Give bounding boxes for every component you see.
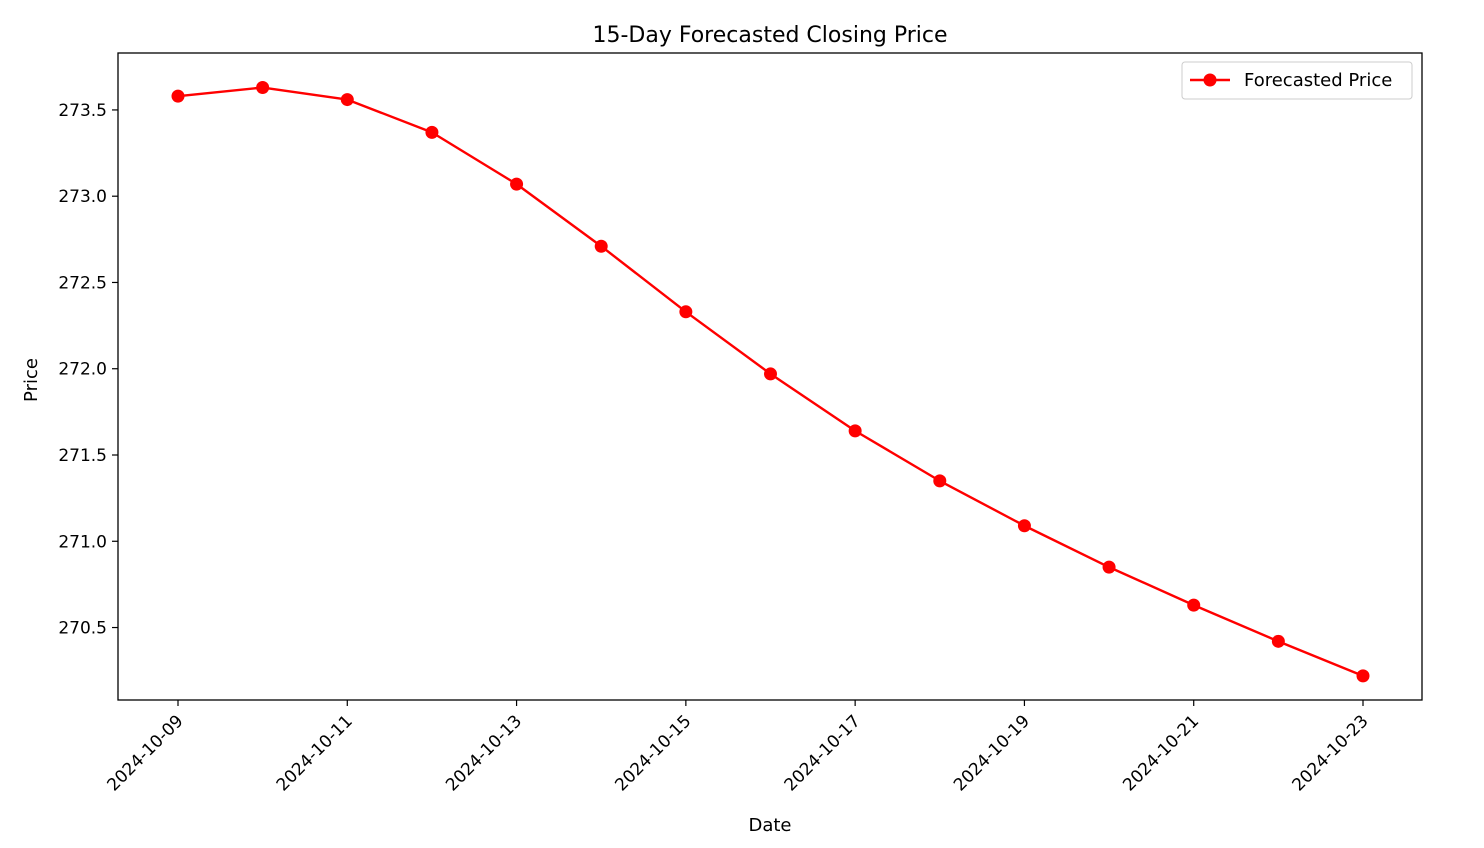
- legend-box: [1181, 61, 1413, 100]
- x-tick-label: 2024-10-09: [104, 711, 188, 795]
- y-tick-label: 272.0: [58, 360, 107, 380]
- data-point: [171, 89, 185, 103]
- y-axis-label: Price: [21, 358, 42, 402]
- x-tick-label: 2024-10-11: [273, 711, 357, 795]
- x-tick-label: 2024-10-17: [781, 711, 865, 795]
- data-point: [256, 81, 270, 95]
- y-tick-label: 270.5: [58, 619, 107, 639]
- data-point: [1356, 669, 1370, 683]
- data-point: [933, 474, 947, 488]
- x-tick-label: 2024-10-19: [950, 711, 1034, 795]
- x-tick-label: 2024-10-23: [1289, 711, 1373, 795]
- y-tick-label: 273.5: [58, 101, 107, 121]
- data-point: [1271, 634, 1285, 648]
- y-tick-label: 271.5: [58, 446, 107, 466]
- x-tick-label: 2024-10-21: [1119, 711, 1203, 795]
- series-line: [177, 86, 1364, 677]
- data-point: [1102, 560, 1116, 574]
- x-tick-label: 2024-10-15: [611, 711, 695, 795]
- legend-marker-swatch: [1203, 73, 1217, 87]
- y-tick-label: 272.5: [58, 273, 107, 293]
- x-axis-label: Date: [748, 815, 791, 836]
- y-axis: 270.5 271.0 271.5 272.0 272.5 273.0 273.5: [58, 101, 118, 639]
- data-point: [679, 305, 693, 319]
- legend-label: Forecasted Price: [1244, 70, 1392, 91]
- x-tick-label: 2024-10-13: [442, 711, 526, 795]
- series-layer: [171, 81, 1370, 683]
- legend: Forecasted Price: [1181, 61, 1413, 100]
- y-tick-label: 271.0: [58, 532, 107, 552]
- data-point: [764, 367, 777, 381]
- x-axis: 2024-10-09 2024-10-11 2024-10-13 2024-10-15…: [104, 700, 1373, 795]
- data-point: [848, 424, 862, 438]
- plot-area: [117, 52, 1423, 701]
- y-tick-label: 273.0: [58, 187, 107, 207]
- data-point: [425, 125, 439, 139]
- data-point: [1017, 519, 1031, 533]
- data-point: [510, 177, 524, 191]
- chart-title: 15-Day Forecasted Closing Price: [592, 23, 947, 48]
- data-point: [340, 93, 354, 107]
- data-point: [594, 239, 608, 253]
- data-point: [1187, 598, 1201, 612]
